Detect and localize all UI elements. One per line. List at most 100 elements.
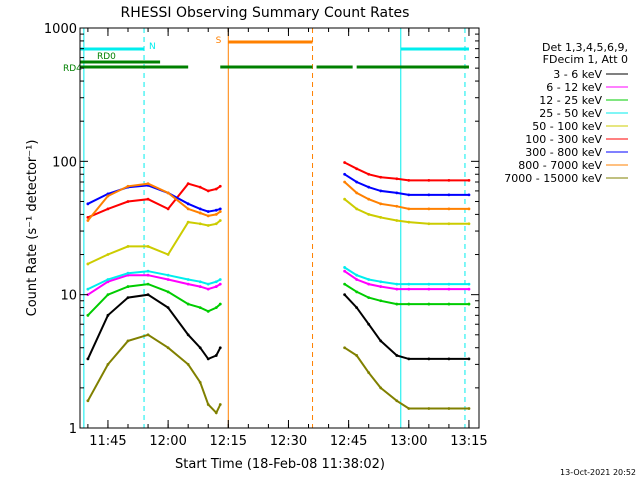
data-point: [198, 211, 202, 215]
legend-label: 12 - 25 keV: [539, 94, 602, 107]
data-point: [343, 197, 347, 201]
data-point: [467, 287, 471, 291]
data-point: [447, 287, 451, 291]
data-point: [214, 354, 218, 357]
legend-label: 6 - 12 keV: [546, 81, 602, 94]
data-point: [218, 403, 222, 406]
y-tick-label: 100: [52, 155, 77, 170]
data-point: [447, 207, 451, 211]
data-point: [427, 193, 431, 197]
data-point: [198, 380, 202, 384]
data-point: [186, 302, 190, 306]
data-point: [467, 193, 471, 197]
data-point: [407, 357, 411, 361]
data-point: [355, 273, 359, 277]
data-point: [447, 222, 451, 226]
data-point: [146, 282, 150, 286]
data-point: [214, 285, 218, 288]
data-point: [198, 306, 202, 309]
x-tick-label: 12:30: [270, 434, 307, 449]
data-point: [206, 403, 210, 406]
data-point: [198, 185, 202, 189]
data-point: [218, 207, 222, 211]
data-point: [106, 362, 110, 366]
data-point: [86, 287, 90, 291]
data-point: [146, 245, 150, 248]
data-point: [86, 357, 90, 361]
data-point: [214, 411, 218, 415]
data-point: [467, 302, 471, 306]
data-point: [379, 386, 383, 390]
data-point: [407, 282, 411, 286]
data-point: [146, 197, 150, 201]
data-point: [214, 306, 218, 309]
flag-label-rd0: RD0: [97, 52, 116, 62]
data-point: [218, 346, 222, 350]
data-point: [166, 273, 170, 277]
legend-label: 300 - 800 keV: [525, 146, 602, 159]
x-axis-label: Start Time (18-Feb-08 11:38:02): [175, 457, 385, 472]
data-point: [86, 219, 90, 222]
y-axis-label: Count Rate (s⁻¹ detector⁻¹): [25, 140, 40, 317]
data-point: [427, 287, 431, 291]
data-point: [218, 184, 222, 188]
y-tick-label: 10: [60, 289, 77, 304]
x-tick-label: 13:00: [390, 434, 427, 449]
data-point: [379, 175, 383, 179]
data-point: [343, 269, 347, 273]
data-point: [106, 194, 110, 198]
data-point: [186, 207, 190, 211]
data-point: [214, 280, 218, 284]
data-point: [427, 282, 431, 286]
data-point: [343, 282, 347, 286]
legend-label: 50 - 100 keV: [532, 120, 602, 133]
data-point: [86, 202, 90, 206]
data-point: [198, 280, 202, 284]
data-point: [427, 357, 431, 361]
data-point: [407, 220, 411, 224]
data-point: [343, 180, 347, 184]
data-point: [395, 219, 399, 222]
data-point: [355, 354, 359, 357]
data-point: [126, 184, 130, 188]
data-point: [355, 180, 359, 184]
data-point: [447, 407, 451, 410]
data-point: [367, 197, 371, 201]
data-point: [395, 399, 399, 403]
data-point: [146, 293, 150, 297]
data-point: [146, 273, 150, 277]
data-point: [106, 293, 110, 297]
y-tick-label: 1: [69, 422, 77, 437]
legend-label: 800 - 7000 keV: [518, 159, 602, 172]
chart-title: RHESSI Observing Summary Count Rates: [121, 5, 410, 21]
x-tick-label: 12:00: [149, 434, 186, 449]
data-point: [343, 266, 347, 269]
data-point: [355, 306, 359, 309]
data-point: [206, 189, 210, 193]
x-tick-label: 12:15: [210, 434, 247, 449]
data-point: [367, 296, 371, 300]
data-point: [126, 339, 130, 343]
data-point: [367, 172, 371, 176]
x-tick-label: 13:15: [450, 434, 487, 449]
data-point: [355, 191, 359, 195]
data-point: [146, 333, 150, 337]
data-point: [407, 302, 411, 306]
data-point: [467, 207, 471, 211]
data-point: [467, 178, 471, 182]
flag-label-s: S: [216, 36, 222, 46]
data-point: [198, 222, 202, 226]
data-point: [427, 302, 431, 306]
data-point: [395, 287, 399, 291]
data-point: [186, 282, 190, 286]
data-point: [218, 282, 222, 286]
data-point: [367, 371, 371, 375]
data-point: [367, 282, 371, 286]
data-point: [206, 214, 210, 218]
data-point: [86, 215, 90, 219]
data-point: [186, 333, 190, 337]
data-point: [214, 222, 218, 226]
data-point: [447, 193, 451, 197]
plot-frame: [79, 27, 480, 429]
data-point: [86, 399, 90, 403]
